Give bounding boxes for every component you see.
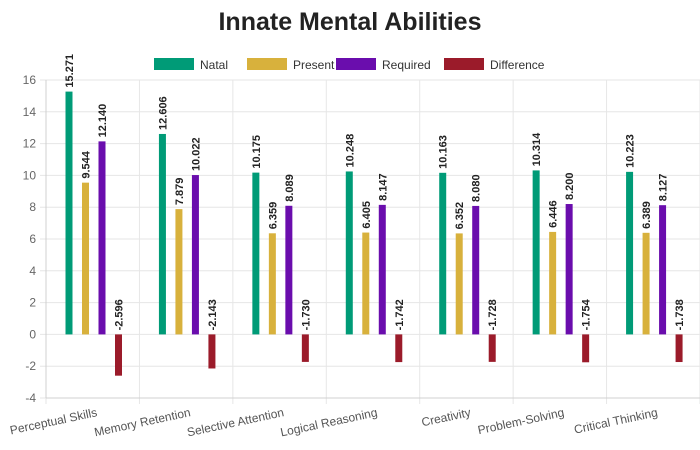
data-label: 8.200	[564, 172, 576, 200]
y-tick-label: 4	[29, 264, 36, 278]
bar-required	[565, 204, 573, 335]
y-tick-label: 2	[29, 296, 36, 310]
data-label: 8.127	[658, 174, 670, 202]
bar-difference	[582, 334, 590, 363]
data-label: 15.271	[64, 54, 76, 88]
chart-title: Innate Mental Abilities	[218, 8, 482, 36]
bar-required	[472, 205, 480, 335]
y-tick-label: 16	[23, 73, 37, 87]
legend-item: Difference	[444, 58, 545, 72]
bar-present	[175, 209, 183, 335]
bar-required	[378, 204, 386, 335]
data-label: 8.089	[284, 174, 296, 202]
bar-required	[191, 175, 199, 335]
bar-required	[98, 141, 106, 335]
bar-difference	[488, 334, 496, 362]
bar-natal	[532, 170, 540, 335]
data-label: -1.728	[487, 299, 499, 330]
data-label: 12.140	[97, 104, 109, 138]
legend-label: Present	[293, 58, 335, 72]
bar-natal	[439, 172, 447, 335]
legend-item: Required	[336, 58, 431, 72]
data-label: 12.606	[157, 96, 169, 130]
y-tick-label: 12	[23, 137, 37, 151]
data-label: 10.163	[438, 135, 450, 169]
bar-present	[82, 182, 89, 335]
x-tick-label: Problem-Solving	[476, 405, 565, 437]
data-label: 7.879	[174, 178, 186, 206]
bar-natal	[252, 172, 260, 335]
bar-difference	[208, 334, 216, 369]
bar-present	[268, 233, 276, 335]
bar-natal	[626, 171, 634, 335]
data-label: 10.314	[531, 132, 543, 167]
data-label: 10.223	[625, 134, 637, 168]
data-label: 8.147	[377, 173, 389, 201]
bar-present	[455, 233, 463, 335]
bar-difference	[395, 334, 403, 363]
data-label: -2.143	[207, 299, 219, 330]
legend-item: Present	[247, 58, 335, 72]
data-label: 9.544	[81, 150, 93, 178]
y-tick-label: 10	[23, 168, 37, 182]
y-tick-label: 14	[23, 105, 37, 119]
bar-difference	[675, 334, 683, 363]
bar-present	[362, 232, 370, 335]
x-tick-label: Selective Attention	[186, 405, 285, 439]
y-tick-label: 0	[29, 327, 36, 341]
x-tick-label: Creativity	[420, 405, 472, 429]
legend-swatch	[247, 58, 287, 70]
legend-label: Natal	[200, 58, 228, 72]
bar-required	[659, 205, 667, 335]
y-tick-label: -2	[25, 359, 36, 373]
legend-label: Difference	[490, 58, 545, 72]
y-tick-label: -4	[25, 391, 36, 405]
x-tick-label: Logical Reasoning	[279, 405, 379, 439]
bar-difference	[301, 334, 309, 362]
data-label: 6.405	[361, 201, 373, 229]
data-label: 10.175	[251, 135, 263, 169]
data-label: 10.248	[344, 134, 356, 168]
data-label: 10.022	[190, 137, 202, 171]
data-label: -1.754	[581, 298, 593, 330]
y-tick-label: 6	[29, 232, 36, 246]
bar-natal	[65, 91, 73, 335]
legend-swatch	[444, 58, 484, 70]
x-tick-label: Memory Retention	[93, 405, 192, 439]
bar-natal	[158, 133, 166, 335]
bar-natal	[345, 171, 353, 335]
data-label: 6.389	[641, 201, 653, 229]
y-tick-label: 8	[29, 200, 36, 214]
data-label: -2.596	[114, 299, 126, 330]
legend-item: Natal	[154, 58, 228, 72]
x-tick-label: Critical Thinking	[573, 405, 659, 436]
data-label: 6.359	[267, 202, 279, 230]
bar-present	[549, 231, 557, 335]
data-label: 8.080	[471, 174, 483, 202]
x-tick-label: Perceptual Skills	[9, 405, 99, 437]
data-label: 6.446	[548, 200, 560, 228]
bar-difference	[115, 334, 122, 376]
legend-swatch	[336, 58, 376, 70]
data-label: -1.742	[394, 299, 406, 330]
bar-required	[285, 205, 293, 335]
legend-swatch	[154, 58, 194, 70]
data-label: -1.738	[674, 299, 686, 330]
bar-present	[642, 232, 650, 335]
legend-label: Required	[382, 58, 431, 72]
data-label: -1.730	[300, 299, 312, 330]
data-label: 6.352	[454, 202, 466, 230]
